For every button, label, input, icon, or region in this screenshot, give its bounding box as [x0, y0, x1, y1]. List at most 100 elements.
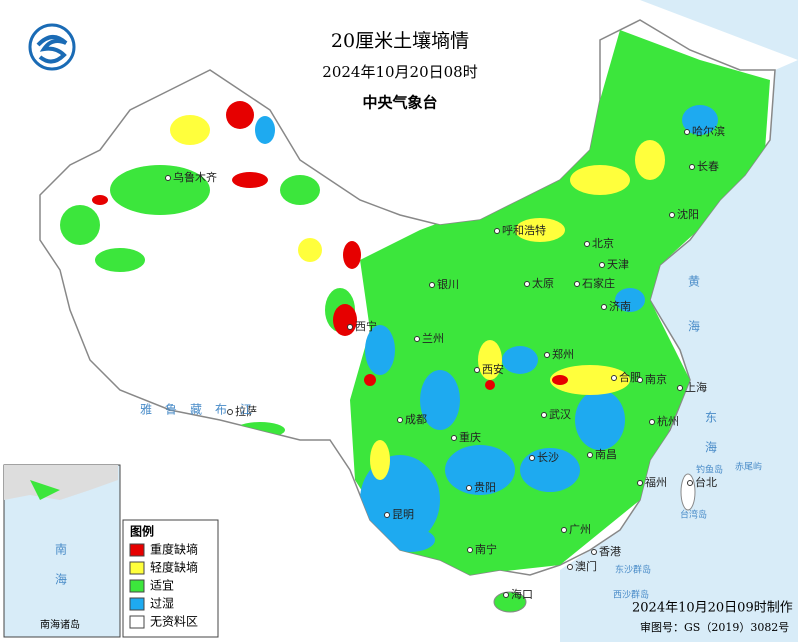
city-label: 合肥: [619, 370, 641, 384]
city-marker: [591, 549, 597, 555]
place-label: 雅: [140, 402, 152, 417]
city-marker: [227, 409, 233, 415]
place-label: 布: [215, 403, 227, 417]
city-marker: [637, 480, 643, 486]
city-label: 拉萨: [235, 404, 257, 418]
title: 20厘米土壤墒情: [331, 30, 469, 52]
legend-title: 图例: [130, 524, 154, 539]
city-marker: [529, 455, 535, 461]
place-label: 黄: [688, 275, 700, 289]
city-marker: [601, 304, 607, 310]
legend-label: 无资料区: [150, 615, 198, 629]
city-marker: [584, 241, 590, 247]
taiwan: [680, 473, 696, 511]
place-label: 东沙群岛: [615, 564, 651, 576]
place-label: 海: [55, 572, 67, 587]
legend-swatch: [129, 597, 145, 611]
city-marker: [384, 512, 390, 518]
place-label: 赤尾屿: [735, 462, 762, 473]
city-label: 广州: [569, 523, 591, 536]
legend-swatch: [129, 579, 145, 593]
city-marker: [669, 212, 675, 218]
city-label: 呼和浩特: [502, 223, 546, 237]
city-label: 长沙: [537, 451, 559, 464]
city-marker: [677, 385, 683, 391]
city-marker: [687, 480, 693, 486]
city-label: 天津: [607, 258, 629, 271]
hainan: [493, 591, 527, 613]
city-label: 北京: [592, 236, 614, 250]
city-marker: [451, 435, 457, 441]
inset: 南海诸岛: [3, 464, 121, 638]
city-label: 兰州: [422, 332, 444, 345]
place-label: 西沙群岛: [613, 589, 649, 601]
legend-label: 适宜: [150, 578, 174, 593]
issued: 2024年10月20日09时制作: [632, 601, 793, 616]
city-label: 昆明: [392, 508, 414, 521]
city-label: 海口: [511, 587, 533, 601]
city-marker: [567, 564, 573, 570]
legend-swatch: [129, 615, 145, 629]
city-marker: [165, 175, 171, 181]
place-label: 藏: [190, 403, 202, 417]
sea: [560, 0, 798, 642]
legend-swatch: [129, 561, 145, 575]
city-marker: [544, 352, 550, 358]
city-marker: [684, 129, 690, 135]
city-label: 南宁: [475, 542, 497, 556]
city-label: 西安: [482, 362, 504, 376]
date: 2024年10月20日08时: [322, 63, 477, 81]
city-marker: [474, 367, 480, 373]
city-label: 西宁: [355, 319, 377, 333]
legend-swatch: [129, 543, 145, 557]
place-label: 南: [55, 542, 67, 557]
logo: [28, 23, 76, 71]
city-label: 成都: [405, 413, 427, 426]
city-label: 哈尔滨: [692, 124, 725, 138]
city-marker: [414, 336, 420, 342]
city-marker: [599, 262, 605, 268]
city-marker: [466, 485, 472, 491]
legend-label: 轻度缺墒: [150, 560, 198, 575]
place-label: 台湾岛: [680, 509, 707, 521]
agency: 中央气象台: [362, 94, 437, 112]
city-marker: [494, 228, 500, 234]
city-label: 银川: [437, 277, 459, 291]
place-label: 东: [705, 411, 717, 425]
legend-label: 重度缺墒: [150, 542, 198, 557]
city-label: 上海: [685, 380, 707, 394]
city-label: 太原: [532, 277, 554, 290]
city-marker: [574, 281, 580, 287]
city-label: 武汉: [549, 408, 571, 421]
city-label: 贵阳: [474, 481, 496, 494]
city-marker: [467, 547, 473, 553]
city-label: 石家庄: [582, 276, 615, 290]
place-label: 海: [705, 440, 717, 455]
city-marker: [397, 417, 403, 423]
legend-label: 过湿: [150, 596, 174, 611]
city-marker: [649, 419, 655, 425]
city-marker: [347, 324, 353, 330]
city-marker: [689, 164, 695, 170]
city-marker: [524, 281, 530, 287]
city-label: 重庆: [459, 430, 481, 444]
review: 审图号：GS（2019）3082号: [640, 620, 789, 634]
city-marker: [637, 377, 643, 383]
city-label: 济南: [609, 299, 631, 313]
place-label: 江: [240, 403, 252, 417]
city-marker: [429, 282, 435, 288]
city-label: 乌鲁木齐: [173, 170, 217, 184]
city-label: 杭州: [657, 414, 679, 428]
city-marker: [541, 412, 547, 418]
place-label: 海: [688, 319, 700, 334]
place-label: 钓鱼岛: [696, 464, 723, 476]
city-label: 香港: [599, 545, 621, 558]
city-label: 南昌: [595, 448, 617, 461]
city-marker: [503, 592, 509, 598]
city-label: 沈阳: [677, 207, 699, 221]
city-marker: [611, 375, 617, 381]
city-label: 福州: [645, 475, 667, 489]
city-marker: [561, 527, 567, 533]
